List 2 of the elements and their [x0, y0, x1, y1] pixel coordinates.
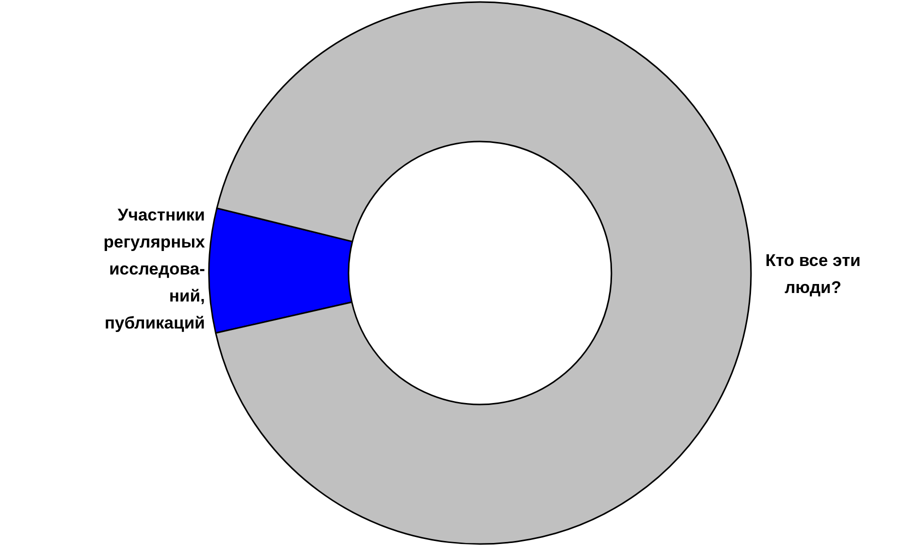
slice-label: Участники регулярных исследова- ний, публикаций [104, 206, 206, 333]
slice-label: Кто все эти люди? [765, 252, 861, 298]
